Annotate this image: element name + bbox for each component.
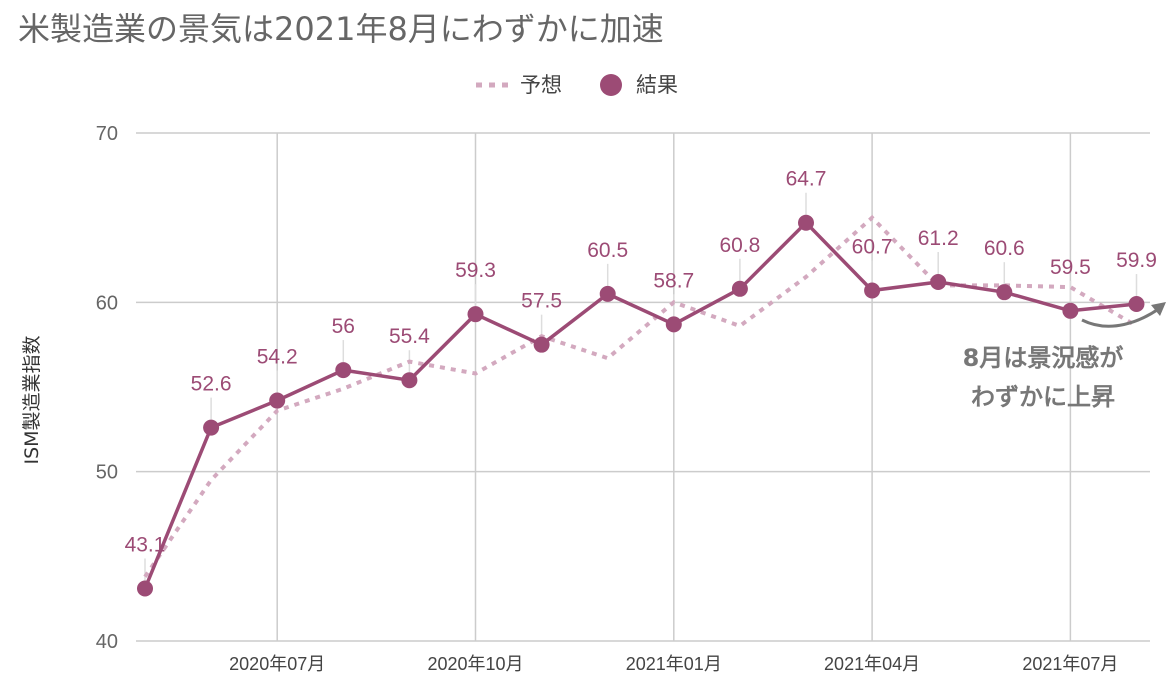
- x-tick-label: 2020年10月: [427, 654, 523, 674]
- data-label: 54.2: [257, 346, 298, 369]
- x-tick-label: 2021年07月: [1022, 654, 1118, 674]
- y-axis-ticks: 40 50 60 70: [96, 123, 118, 653]
- data-point: [665, 316, 682, 333]
- data-point: [864, 282, 881, 299]
- y-axis-label: ISM製造業指数: [21, 335, 43, 464]
- y-tick-label: 40: [96, 631, 118, 653]
- data-labels: 43.1 52.6 54.2 56 55.4 59.3 57.5 60.5 58.7 60.8 64…: [125, 168, 1157, 557]
- x-axis-ticks: 2020年07月 2020年10月 2021年01月 2021年04月 2021年07月: [229, 654, 1118, 674]
- data-label: 58.7: [653, 269, 694, 292]
- data-label: 55.4: [389, 325, 430, 348]
- legend-actual-swatch: [600, 74, 622, 96]
- y-tick-label: 60: [96, 292, 118, 314]
- data-label: 60.6: [984, 237, 1025, 260]
- data-label: 60.8: [719, 234, 760, 257]
- x-tick-label: 2020年07月: [229, 654, 325, 674]
- annotation-line-1: 8月は景況感が: [963, 344, 1124, 372]
- chart-title: 米製造業の景気は2021年8月にわずかに加速: [18, 10, 664, 48]
- data-point: [599, 285, 616, 302]
- data-point: [269, 392, 286, 409]
- data-point: [335, 362, 352, 379]
- data-point: [401, 372, 418, 389]
- data-label: 64.7: [786, 168, 827, 191]
- y-tick-label: 50: [96, 462, 118, 484]
- data-label: 59.3: [455, 259, 496, 282]
- data-label: 60.7: [852, 235, 893, 258]
- data-point: [1062, 302, 1079, 319]
- data-point: [1128, 296, 1145, 313]
- data-label: 57.5: [521, 290, 562, 313]
- data-point: [996, 284, 1013, 301]
- legend: 予想 結果: [476, 73, 678, 97]
- data-label: 61.2: [918, 227, 959, 250]
- data-point: [798, 214, 814, 231]
- annotation: 8月は景況感が わずかに上昇: [963, 302, 1166, 411]
- legend-actual-label: 結果: [636, 73, 678, 97]
- data-label-leaders: [144, 192, 1138, 581]
- series-actual-points: [137, 214, 1145, 597]
- data-label: 59.9: [1116, 249, 1157, 272]
- x-tick-label: 2021年04月: [824, 654, 920, 674]
- data-point: [930, 274, 947, 291]
- series-actual-line: [143, 220, 1137, 590]
- y-tick-label: 70: [96, 123, 118, 145]
- x-tick-label: 2021年01月: [626, 654, 722, 674]
- data-label: 52.6: [191, 373, 232, 396]
- annotation-line-2: わずかに上昇: [971, 383, 1115, 411]
- legend-forecast-label: 予想: [520, 73, 562, 97]
- data-label: 43.1: [125, 534, 166, 557]
- annotation-arrowhead: [1151, 302, 1166, 316]
- data-point: [731, 280, 748, 297]
- data-label: 59.5: [1050, 256, 1091, 279]
- data-label: 60.5: [587, 239, 628, 262]
- annotation-arrow: [1081, 306, 1161, 328]
- data-point: [137, 580, 153, 597]
- data-point: [533, 336, 550, 353]
- data-label: 56: [332, 315, 355, 338]
- data-point: [203, 419, 220, 436]
- data-point: [467, 306, 484, 323]
